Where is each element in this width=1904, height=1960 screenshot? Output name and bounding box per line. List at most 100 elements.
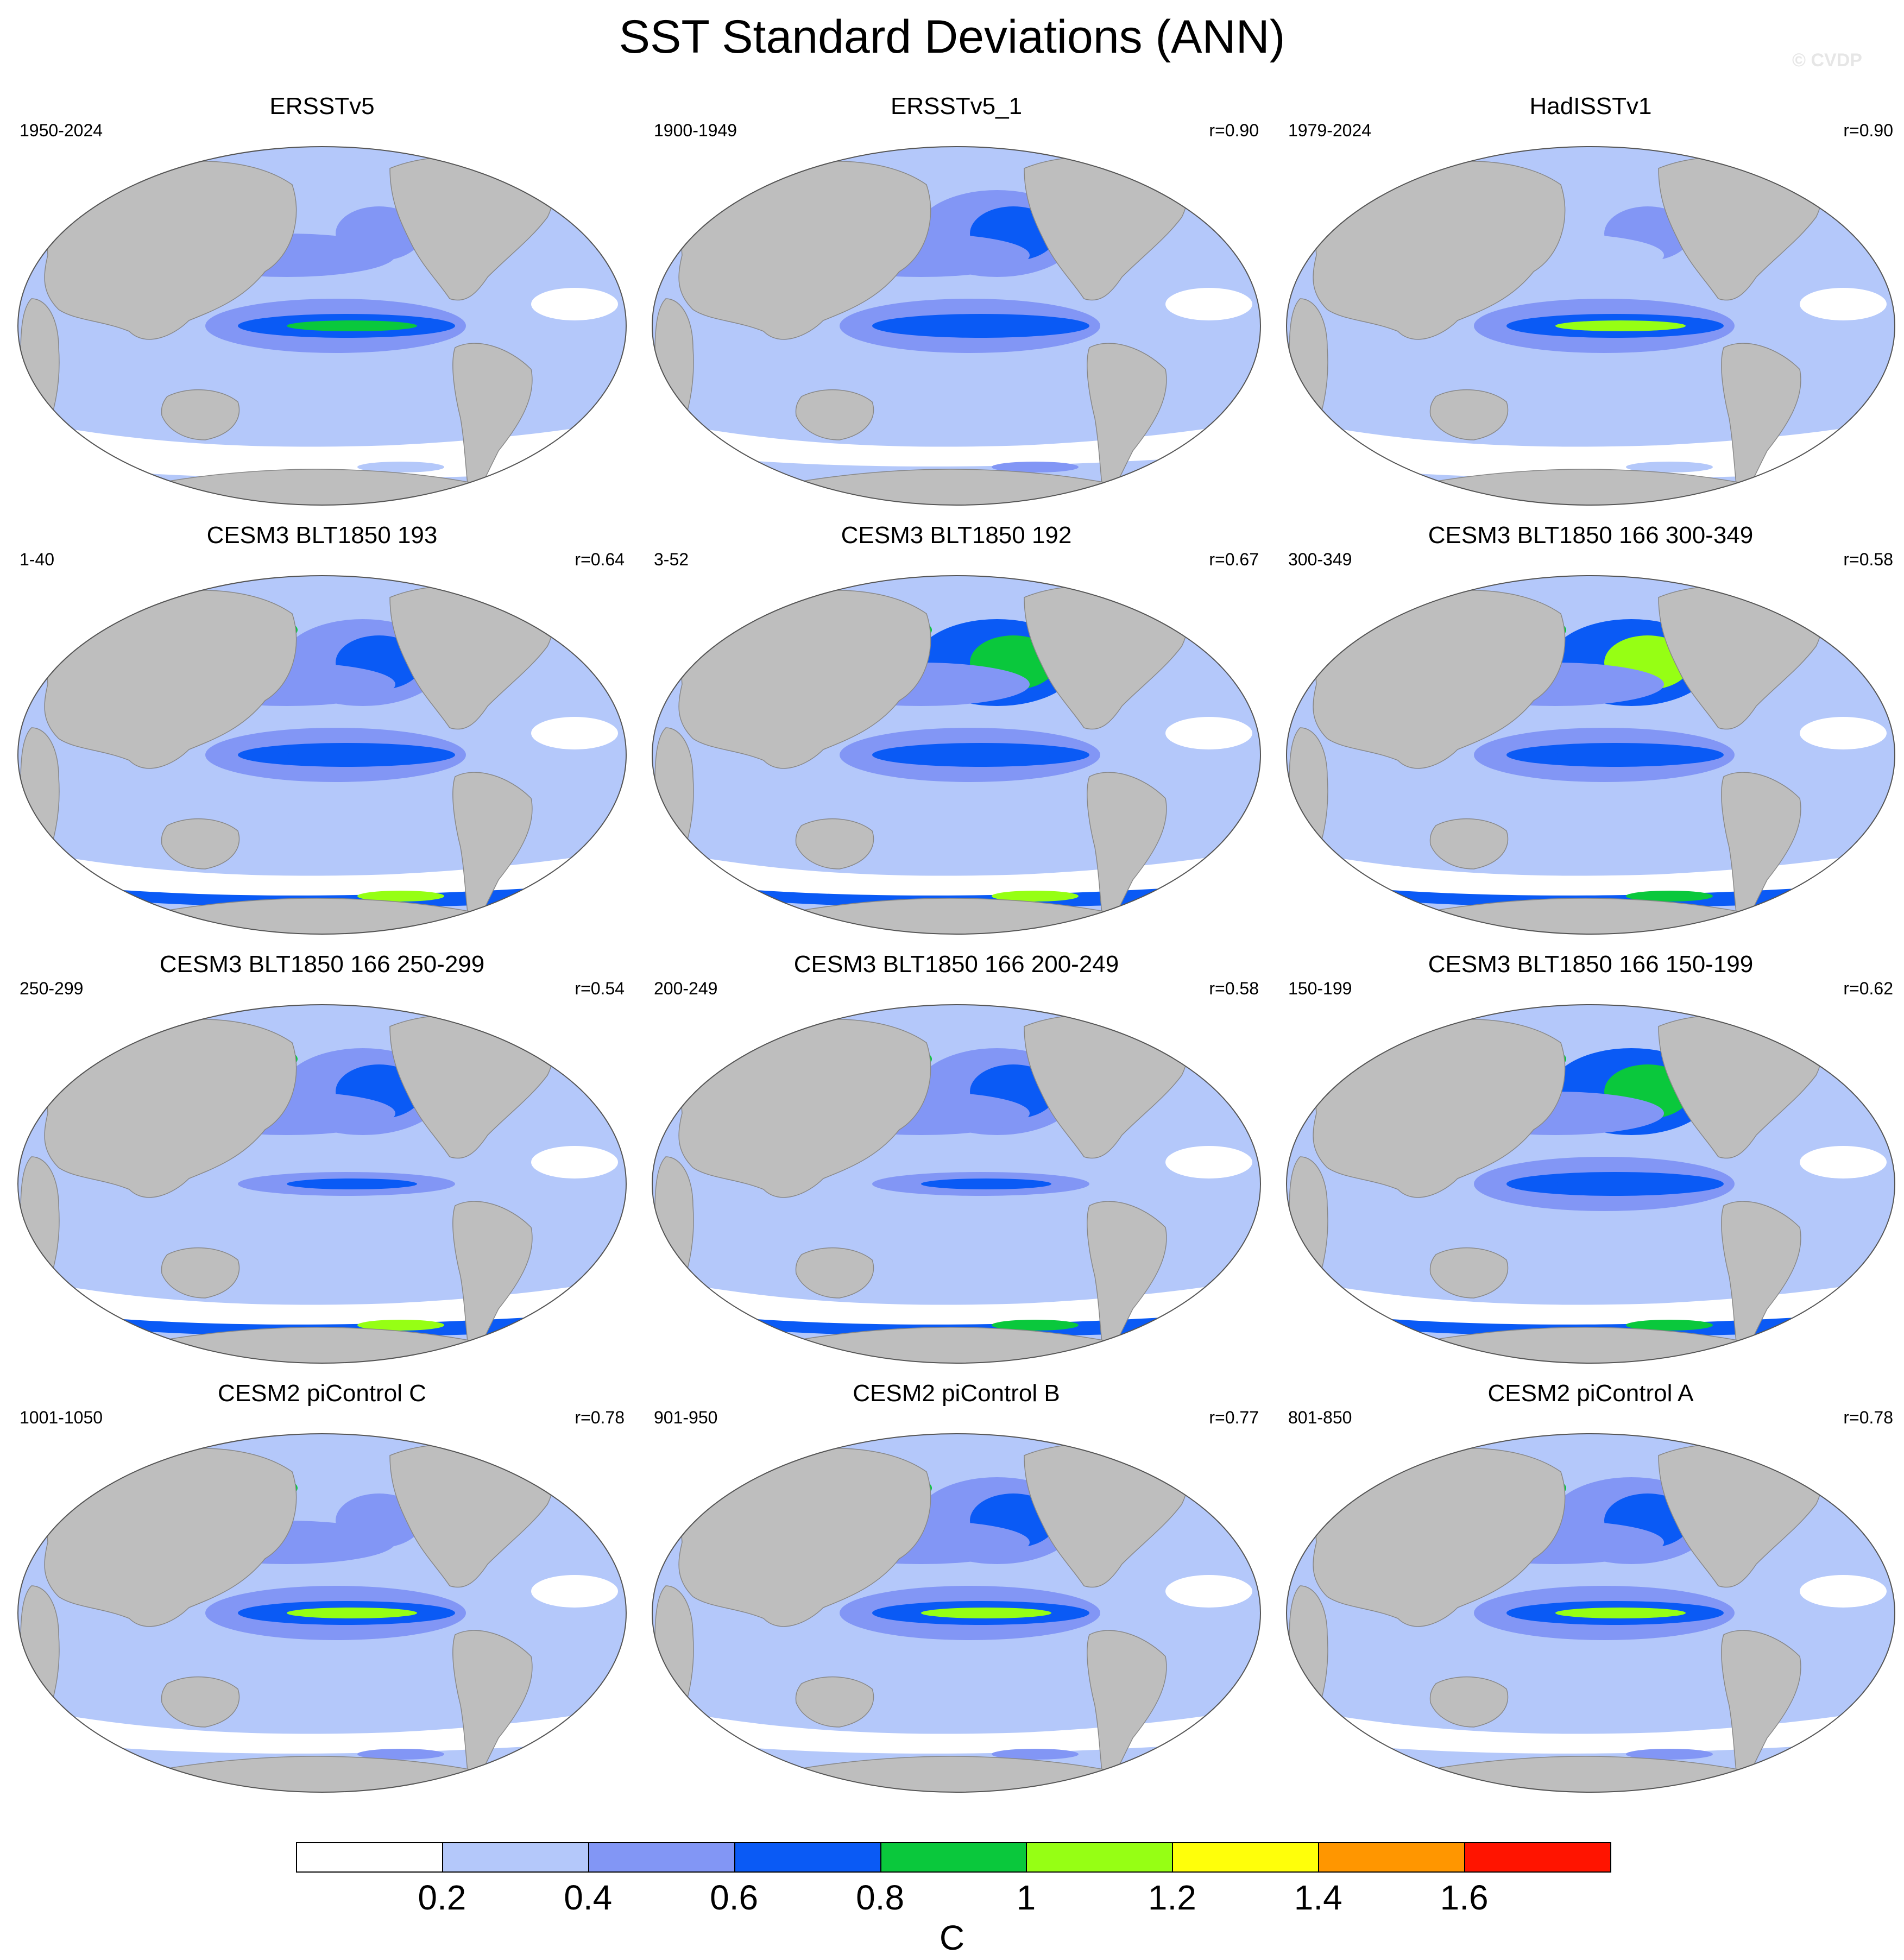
greenland-landmass bbox=[1745, 578, 1817, 609]
sst-map bbox=[652, 1004, 1261, 1364]
equatorial-pacific-max bbox=[287, 320, 417, 331]
colorbar-box bbox=[1172, 1842, 1320, 1873]
panel-title: CESM3 BLT1850 166 250-299 bbox=[159, 951, 485, 978]
low-variability-patch bbox=[1800, 1146, 1887, 1178]
colorbar-unit-label: C bbox=[939, 1918, 965, 1957]
sst-map bbox=[17, 1004, 627, 1364]
panel-title: ERSSTv5_1 bbox=[890, 93, 1023, 119]
map-panel: HadISSTv1 1979-2024 r=0.90 bbox=[1278, 92, 1903, 521]
panel-period-label: 150-199 bbox=[1288, 979, 1352, 998]
map-panel: CESM2 piControl A 801-850 r=0.78 bbox=[1278, 1379, 1903, 1808]
map-panel: CESM3 BLT1850 193 1-40 r=0.64 bbox=[10, 521, 634, 950]
map-outline bbox=[1286, 1433, 1895, 1793]
figure-title: SST Standard Deviations (ANN) bbox=[619, 11, 1285, 63]
panel-correlation-label: r=0.58 bbox=[1843, 550, 1893, 569]
southern-ocean-core bbox=[1626, 462, 1713, 472]
southern-ocean-core bbox=[1626, 1320, 1713, 1331]
panel-title: CESM3 BLT1850 192 bbox=[841, 522, 1072, 549]
map-outline bbox=[17, 1004, 627, 1364]
panel-correlation-label: r=0.67 bbox=[1209, 550, 1259, 569]
panel-title: CESM2 piControl B bbox=[853, 1380, 1060, 1407]
southern-ocean-core bbox=[357, 1749, 444, 1760]
panel-correlation-label: r=0.90 bbox=[1843, 121, 1893, 140]
equatorial-pacific-max bbox=[1555, 320, 1686, 331]
sst-map bbox=[17, 1433, 627, 1793]
sst-map bbox=[1286, 1433, 1895, 1793]
equatorial-pacific-max bbox=[1555, 749, 1686, 760]
australia-landmass bbox=[161, 1676, 240, 1728]
greenland-landmass bbox=[476, 149, 548, 180]
colorbar-tick-label: 0.2 bbox=[418, 1878, 466, 1917]
southern-ocean-core bbox=[992, 462, 1079, 472]
map-panel: CESM3 BLT1850 166 250-299 250-299 r=0.54 bbox=[10, 950, 634, 1379]
map-outline bbox=[652, 1004, 1261, 1364]
map-panel: CESM3 BLT1850 166 300-349 300-349 r=0.58 bbox=[1278, 521, 1903, 950]
colorbar bbox=[296, 1842, 1611, 1875]
panel-correlation-label: r=0.58 bbox=[1209, 979, 1259, 998]
colorbar-box bbox=[442, 1842, 589, 1873]
sst-map bbox=[1286, 1004, 1895, 1364]
southern-ocean-band bbox=[64, 1743, 580, 1766]
australia-landmass bbox=[795, 1247, 874, 1299]
colorbar-tick-label: 1.2 bbox=[1148, 1878, 1196, 1917]
equatorial-pacific-max bbox=[1555, 1608, 1686, 1618]
sst-map bbox=[652, 575, 1261, 935]
greenland-landmass bbox=[1111, 1007, 1182, 1038]
greenland-landmass bbox=[1111, 578, 1182, 609]
southern-ocean-core bbox=[1626, 1749, 1713, 1760]
panel-correlation-label: r=0.64 bbox=[575, 550, 625, 569]
panel-period-label: 1-40 bbox=[20, 550, 55, 569]
map-outline bbox=[1286, 1004, 1895, 1364]
colorbar-box bbox=[734, 1842, 881, 1873]
panel-correlation-label: r=0.90 bbox=[1209, 121, 1259, 140]
panel-title: CESM2 piControl A bbox=[1487, 1380, 1694, 1407]
colorbar-tick-label: 0.6 bbox=[710, 1878, 759, 1917]
australia-landmass bbox=[1429, 1247, 1509, 1299]
southern-ocean-band bbox=[64, 885, 580, 907]
panel-title: CESM3 BLT1850 193 bbox=[206, 522, 438, 549]
low-variability-patch bbox=[1800, 288, 1887, 320]
low-variability-patch bbox=[1165, 1146, 1252, 1178]
sst-map bbox=[1286, 146, 1895, 506]
panel-correlation-label: r=0.78 bbox=[575, 1408, 625, 1427]
southern-ocean-band bbox=[64, 1314, 580, 1337]
greenland-landmass bbox=[1745, 1007, 1817, 1038]
sst-map bbox=[17, 575, 627, 935]
panel-period-label: 801-850 bbox=[1288, 1408, 1352, 1427]
australia-landmass bbox=[161, 1247, 240, 1299]
australia-landmass bbox=[795, 818, 874, 869]
panel-period-label: 1900-1949 bbox=[654, 121, 737, 140]
sst-map bbox=[1286, 575, 1895, 935]
panel-title: CESM3 BLT1850 166 300-349 bbox=[1428, 522, 1754, 549]
southern-ocean-core bbox=[992, 1320, 1079, 1331]
map-outline bbox=[17, 146, 627, 506]
equatorial-pacific-max bbox=[1555, 1178, 1686, 1189]
map-outline bbox=[1286, 575, 1895, 935]
low-variability-patch bbox=[1165, 288, 1252, 320]
panel-correlation-label: r=0.62 bbox=[1843, 979, 1893, 998]
colorbar-box bbox=[1026, 1842, 1174, 1873]
panel-period-label: 300-349 bbox=[1288, 550, 1352, 569]
panel-period-label: 1979-2024 bbox=[1288, 121, 1372, 140]
panel-title: CESM2 piControl C bbox=[218, 1380, 426, 1407]
southern-ocean-band bbox=[1333, 1314, 1849, 1337]
low-variability-patch bbox=[1165, 1575, 1252, 1608]
low-variability-patch bbox=[531, 717, 618, 749]
low-variability-patch bbox=[531, 1146, 618, 1178]
southern-ocean-band bbox=[698, 1743, 1214, 1766]
australia-landmass bbox=[161, 818, 240, 869]
colorbar-box bbox=[880, 1842, 1027, 1873]
southern-ocean-band bbox=[698, 1314, 1214, 1337]
equatorial-pacific-max bbox=[921, 1608, 1051, 1618]
colorbar-tick-label: 0.8 bbox=[856, 1878, 905, 1917]
map-outline bbox=[652, 1433, 1261, 1793]
equatorial-pacific-max bbox=[921, 1178, 1051, 1189]
southern-ocean-band bbox=[1333, 885, 1849, 907]
panel-title: ERSSTv5 bbox=[269, 93, 375, 119]
southern-ocean-core bbox=[1626, 891, 1713, 902]
map-panel: CESM2 piControl C 1001-1050 r=0.78 bbox=[10, 1379, 634, 1808]
colorbar-box bbox=[1318, 1842, 1466, 1873]
panel-title: HadISSTv1 bbox=[1529, 93, 1652, 119]
map-outline bbox=[652, 575, 1261, 935]
colorbar-tick-label: 1 bbox=[1016, 1878, 1036, 1917]
